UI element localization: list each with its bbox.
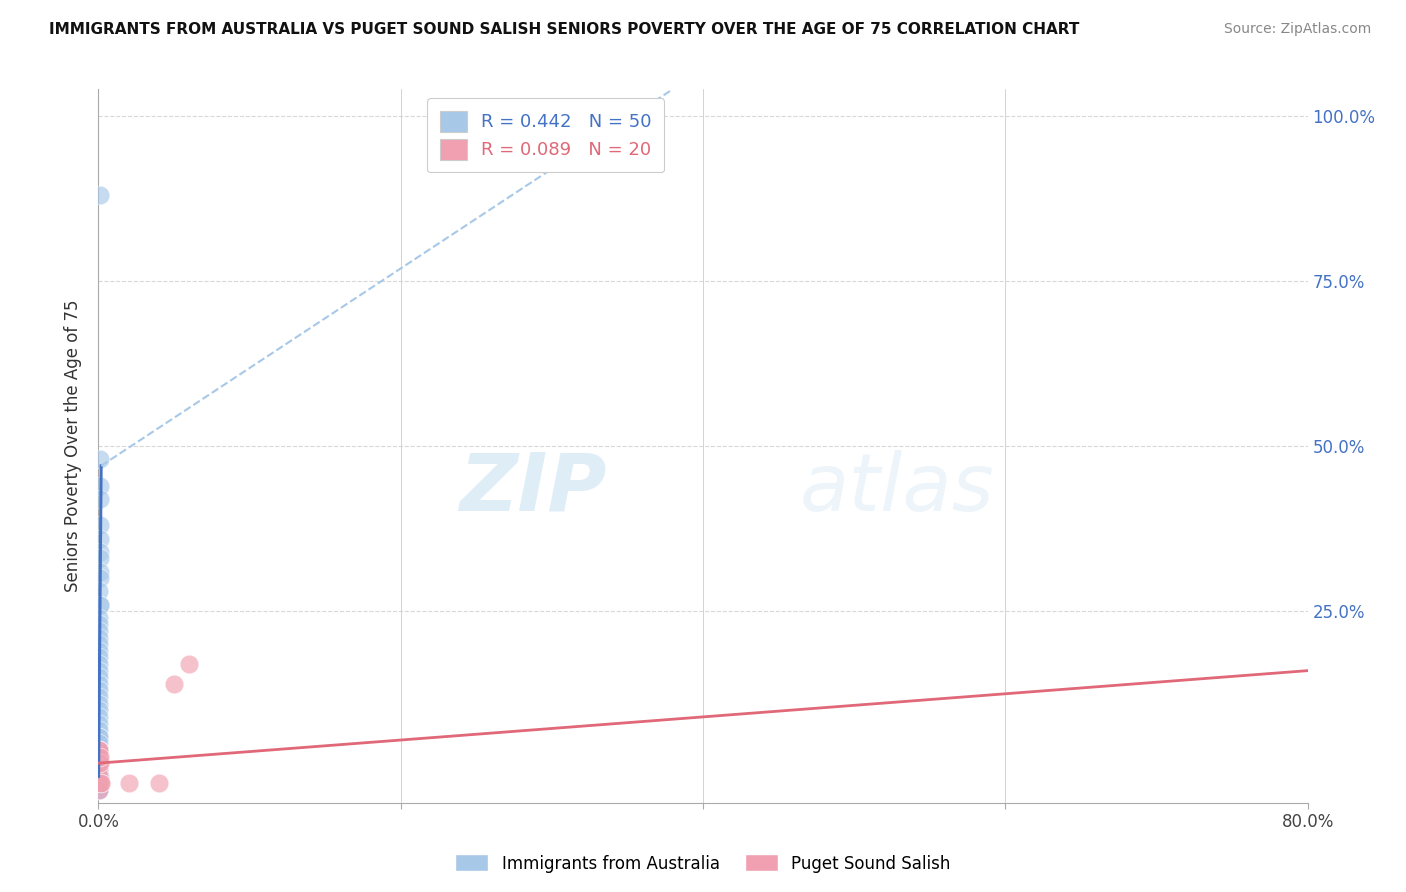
Point <box>89 491 111 506</box>
Point <box>87 756 110 771</box>
Point <box>87 782 110 797</box>
Point <box>118 776 141 790</box>
Point <box>87 637 110 651</box>
Point <box>87 697 110 711</box>
Point <box>87 749 110 764</box>
Point <box>148 776 170 790</box>
Point <box>179 657 201 671</box>
Point <box>87 776 110 790</box>
Text: atlas: atlas <box>800 450 994 528</box>
Point <box>87 703 110 717</box>
Point <box>87 710 110 724</box>
Point <box>87 664 110 678</box>
Point <box>89 756 111 771</box>
Point <box>89 617 111 632</box>
Point <box>87 670 110 684</box>
Point <box>87 763 110 777</box>
Point <box>87 723 110 738</box>
Point <box>89 571 111 585</box>
Point <box>87 782 110 797</box>
Point <box>87 743 110 757</box>
Point <box>89 598 111 612</box>
Point <box>87 749 110 764</box>
Text: IMMIGRANTS FROM AUSTRALIA VS PUGET SOUND SALISH SENIORS POVERTY OVER THE AGE OF : IMMIGRANTS FROM AUSTRALIA VS PUGET SOUND… <box>49 22 1080 37</box>
Legend: Immigrants from Australia, Puget Sound Salish: Immigrants from Australia, Puget Sound S… <box>449 847 957 880</box>
Point <box>87 769 110 783</box>
Point <box>87 730 110 744</box>
Point <box>90 776 112 790</box>
Point <box>89 518 111 533</box>
Point <box>87 743 110 757</box>
Point <box>87 756 110 771</box>
Point <box>87 756 110 771</box>
Point <box>87 776 110 790</box>
Point <box>89 624 111 638</box>
Point <box>163 677 186 691</box>
Point <box>89 188 111 202</box>
Point <box>89 584 111 599</box>
Point <box>89 644 111 658</box>
Point <box>89 452 111 467</box>
Text: Source: ZipAtlas.com: Source: ZipAtlas.com <box>1223 22 1371 37</box>
Point <box>87 776 110 790</box>
Point <box>87 690 110 704</box>
Point <box>89 749 111 764</box>
Point <box>89 743 111 757</box>
Point <box>87 716 110 731</box>
Point <box>87 683 110 698</box>
Point <box>87 782 110 797</box>
Point <box>87 782 110 797</box>
Point <box>87 776 110 790</box>
Point <box>87 677 110 691</box>
Point <box>87 730 110 744</box>
Legend: R = 0.442   N = 50, R = 0.089   N = 20: R = 0.442 N = 50, R = 0.089 N = 20 <box>427 98 665 172</box>
Point <box>89 769 111 783</box>
Point <box>87 749 110 764</box>
Point <box>90 776 112 790</box>
Point <box>89 545 111 559</box>
Point <box>87 763 110 777</box>
Point <box>89 598 111 612</box>
Point <box>87 776 110 790</box>
Point <box>87 769 110 783</box>
Point <box>89 611 111 625</box>
Y-axis label: Seniors Poverty Over the Age of 75: Seniors Poverty Over the Age of 75 <box>65 300 83 592</box>
Point <box>89 565 111 579</box>
Text: ZIP: ZIP <box>458 450 606 528</box>
Point <box>87 736 110 750</box>
Point <box>87 782 110 797</box>
Point <box>89 743 111 757</box>
Point <box>89 478 111 492</box>
Point <box>89 631 111 645</box>
Point <box>87 749 110 764</box>
Point <box>89 532 111 546</box>
Point <box>87 743 110 757</box>
Point <box>87 657 110 671</box>
Point <box>89 551 111 566</box>
Point <box>89 769 111 783</box>
Point <box>87 650 110 665</box>
